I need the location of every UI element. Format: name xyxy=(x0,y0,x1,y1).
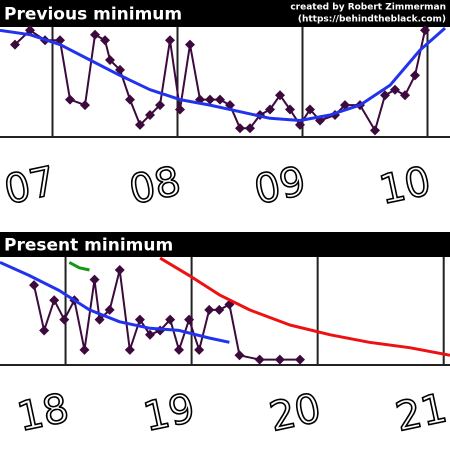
data-point xyxy=(124,344,135,355)
data-point xyxy=(104,304,115,315)
credit: created by Robert Zimmerman xyxy=(290,3,446,13)
data-point xyxy=(390,84,400,95)
data-point xyxy=(173,344,184,355)
data-point xyxy=(420,25,430,36)
data-point xyxy=(184,314,195,325)
data-point xyxy=(125,94,135,105)
data-point xyxy=(380,90,390,101)
x-tick-label: 21 xyxy=(392,385,450,441)
data-point xyxy=(165,35,175,46)
data-point xyxy=(265,104,275,115)
x-tick-label: 19 xyxy=(140,385,199,441)
data-point xyxy=(245,123,255,134)
data-point xyxy=(89,274,100,285)
chart-title: Previous minimum xyxy=(4,5,182,25)
data-point xyxy=(10,39,20,50)
data-point xyxy=(39,325,50,336)
data-point xyxy=(79,344,90,355)
data-point xyxy=(295,354,305,365)
data-point xyxy=(254,354,265,365)
data-point xyxy=(115,64,125,75)
data-point xyxy=(145,329,155,340)
data-point xyxy=(134,314,145,325)
data-point xyxy=(105,55,115,65)
x-tick-label: 20 xyxy=(266,385,325,441)
series-line xyxy=(0,261,230,344)
x-tick-label: 07 xyxy=(0,158,59,214)
data-point xyxy=(340,100,350,111)
data-point xyxy=(215,94,225,105)
data-point xyxy=(25,25,35,36)
series-line xyxy=(159,256,450,357)
data-point xyxy=(234,350,245,361)
data-point xyxy=(185,39,195,50)
data-point xyxy=(80,100,90,111)
data-point xyxy=(305,104,315,115)
data-point xyxy=(175,104,185,115)
x-tick-label: 10 xyxy=(375,158,434,214)
x-tick-label: 08 xyxy=(125,158,184,214)
chart-title: Present minimum xyxy=(4,236,173,256)
data-point xyxy=(194,344,205,355)
x-tick-label: 18 xyxy=(13,385,72,441)
data-point xyxy=(235,123,245,134)
data-point xyxy=(29,280,40,291)
data-point xyxy=(274,354,285,365)
data-point xyxy=(204,304,215,315)
data-point xyxy=(214,304,225,315)
series-line xyxy=(0,26,446,122)
title-bar xyxy=(0,232,450,257)
data-point xyxy=(400,90,410,101)
data-point xyxy=(59,314,70,325)
data-point xyxy=(285,104,295,115)
data-point xyxy=(90,29,100,40)
data-point xyxy=(275,90,285,101)
data-point xyxy=(155,100,165,111)
data-point xyxy=(295,119,305,130)
data-point xyxy=(94,314,105,325)
title-bar xyxy=(0,0,450,27)
x-tick-label: 09 xyxy=(250,158,309,214)
data-point xyxy=(165,314,176,325)
data-point xyxy=(135,119,145,130)
data-point xyxy=(370,125,380,136)
data-point xyxy=(114,264,125,275)
data-point xyxy=(100,35,110,46)
data-point xyxy=(410,70,420,81)
data-point xyxy=(49,295,60,306)
data-point xyxy=(145,110,155,120)
series-line xyxy=(68,261,90,272)
data-point xyxy=(205,94,215,105)
credit: (https://behindtheblack.com) xyxy=(298,15,446,25)
data-point xyxy=(65,94,75,105)
